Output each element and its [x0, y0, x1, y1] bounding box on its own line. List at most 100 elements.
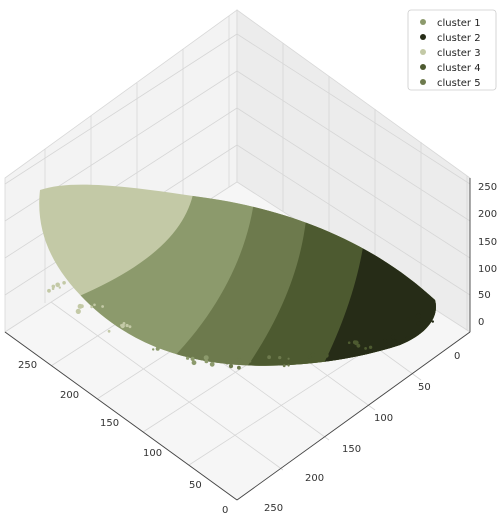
scatter-point — [287, 364, 290, 367]
legend-label: cluster 3 — [437, 48, 481, 59]
z-tick-label: 50 — [478, 290, 491, 301]
scatter-point — [416, 321, 421, 326]
legend-entry-cluster-4: cluster 4 — [420, 63, 481, 74]
z-tick-label: 150 — [478, 237, 497, 248]
y-tick-label: 100 — [374, 413, 393, 424]
x-tick-label: 150 — [100, 418, 119, 429]
legend-marker — [420, 34, 426, 40]
scatter-point — [390, 334, 395, 340]
legend-marker — [420, 64, 426, 70]
legend-marker — [420, 49, 426, 55]
legend-label: cluster 5 — [437, 78, 481, 89]
scatter-point — [47, 288, 51, 293]
scatter-point — [282, 364, 286, 368]
legend-box — [407, 9, 497, 91]
scatter-point — [287, 357, 290, 360]
legend-label: cluster 1 — [437, 18, 481, 29]
z-tick-label: 200 — [478, 209, 497, 220]
scatter-point — [51, 284, 56, 289]
scatter-point — [364, 347, 367, 350]
scatter-point — [305, 357, 309, 362]
scatter-point — [310, 352, 316, 358]
scatter-point — [308, 355, 312, 359]
scatter-point — [93, 303, 96, 307]
scatter-point — [51, 287, 55, 291]
scatter-point — [80, 304, 84, 309]
scatter-point — [237, 365, 241, 370]
point-speckles — [47, 281, 434, 370]
scatter-point — [347, 341, 351, 345]
y-axis-line — [236, 331, 471, 501]
z-tick-label: 250 — [478, 182, 497, 193]
scatter-point — [228, 364, 234, 369]
legend: cluster 1 cluster 2 cluster 3 cluster 4 … — [407, 9, 497, 91]
scatter-point — [120, 323, 125, 329]
scatter-point — [267, 355, 271, 360]
scatter-point — [419, 319, 423, 324]
scatter-point — [431, 320, 434, 323]
y-tick-label: 0 — [454, 351, 460, 362]
scatter-point — [352, 340, 357, 345]
y-tick-label: 50 — [418, 382, 431, 393]
legend-marker — [420, 19, 426, 25]
scatter-point — [405, 336, 411, 341]
x-tick-labels: 250 200 150 100 50 0 — [18, 360, 228, 515]
y-tick-label: 150 — [342, 444, 361, 455]
scatter-point — [203, 355, 209, 361]
scatter-point — [415, 313, 421, 319]
legend-entry-cluster-1: cluster 1 — [420, 18, 481, 29]
scatter-point — [62, 281, 66, 285]
scatter-point — [55, 282, 60, 288]
axis-lines — [4, 178, 471, 501]
legend-marker — [420, 79, 426, 85]
legend-entry-cluster-2: cluster 2 — [420, 33, 481, 44]
scatter-point — [101, 305, 104, 308]
scatter-point — [309, 352, 312, 355]
scatter-point — [75, 308, 81, 314]
scatter-point — [204, 359, 209, 364]
x-tick-label: 0 — [222, 505, 228, 515]
y-tick-labels: 0 50 100 150 200 250 — [264, 351, 460, 514]
y-tick-label: 250 — [264, 503, 283, 514]
z-tick-labels: 0 50 100 150 200 250 — [478, 182, 497, 328]
scatter-point — [323, 352, 329, 358]
x-tick-label: 200 — [60, 390, 79, 401]
scatter-point — [157, 345, 161, 348]
scatter-point — [186, 356, 190, 360]
legend-label: cluster 4 — [437, 63, 481, 74]
z-tick-label: 100 — [478, 264, 497, 275]
scatter-point — [321, 351, 325, 355]
scatter-point — [406, 317, 410, 321]
scatter-point — [157, 341, 160, 344]
scatter-point — [58, 286, 61, 289]
scatter-point — [122, 322, 126, 325]
x-tick-label: 100 — [143, 448, 162, 459]
scatter-point — [191, 360, 197, 366]
legend-entry-cluster-3: cluster 3 — [420, 48, 481, 59]
scatter-point — [152, 348, 155, 351]
x-axis-line — [4, 331, 238, 501]
scatter-point — [368, 345, 373, 349]
x-tick-label: 250 — [18, 360, 37, 371]
scatter-point — [209, 361, 215, 367]
scatter-point — [391, 339, 397, 345]
scatter-point — [278, 356, 282, 360]
scatter-point — [128, 325, 132, 329]
y-tick-label: 200 — [305, 473, 324, 484]
scatter-point — [190, 356, 195, 361]
x-tick-label: 50 — [189, 480, 202, 491]
scatter-point — [125, 323, 129, 328]
scatter-point — [90, 305, 93, 309]
scatter-point — [236, 358, 242, 363]
scatter-point — [356, 343, 361, 348]
legend-label: cluster 2 — [437, 33, 481, 44]
legend-entry-cluster-5: cluster 5 — [420, 78, 481, 89]
z-tick-label: 0 — [478, 317, 484, 328]
scatter-point — [424, 321, 429, 325]
scatter-point — [400, 339, 405, 343]
scatter-point — [249, 360, 252, 363]
scatter-point — [107, 329, 111, 333]
scatter-point — [170, 343, 174, 347]
scatter-point — [383, 338, 388, 344]
